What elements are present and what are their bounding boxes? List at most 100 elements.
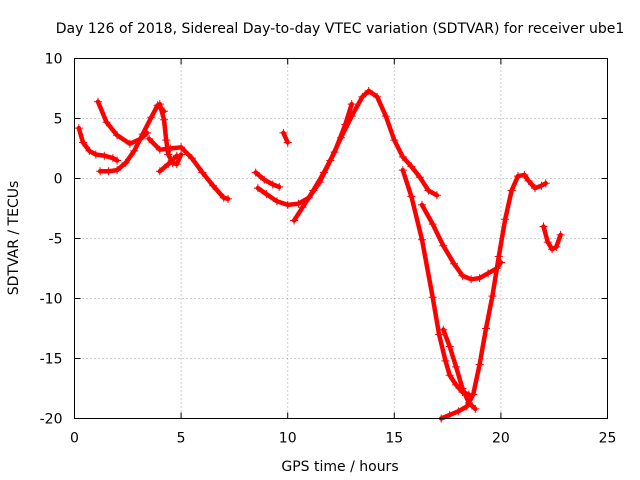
data-point [541,179,550,188]
data-point [113,166,122,175]
data-point [155,145,164,154]
data-point [450,259,458,268]
chart-title: Day 126 of 2018, Sidereal Day-to-day VTE… [56,21,625,37]
data-point [145,134,154,143]
data-point [309,186,318,195]
data-point [439,241,448,250]
series-3 [96,101,168,176]
data-point [507,186,516,195]
x-tick-labels: 0 5 10 15 20 25 [70,431,616,447]
data-point [469,390,478,399]
data-point [445,371,454,380]
data-point [91,150,100,159]
data-point [155,100,164,109]
data-point [484,269,493,278]
series-13 [437,170,550,423]
series-trace [441,327,478,412]
data-point [253,184,262,193]
series-14 [439,325,480,413]
data-point [290,216,299,225]
data-point [471,404,480,413]
data-point [543,238,552,247]
data-point [452,380,461,389]
data-point [113,131,122,140]
data-point [398,166,407,175]
x-tick-label: 20 [492,431,510,447]
data-point [539,222,548,231]
data-point [164,160,173,169]
data-point [85,146,94,155]
data-point [494,252,503,261]
data-point [458,384,467,393]
data-point [452,362,461,371]
data-point [319,168,328,177]
data-point [556,230,565,239]
data-point [381,112,390,121]
data-point [79,138,87,147]
data-point [524,176,533,185]
x-tick-label: 10 [279,431,297,447]
data-point [138,130,147,139]
series-trace [419,202,504,282]
data-point [464,398,473,407]
data-point [454,407,463,416]
series-trace [253,170,282,190]
data-point [283,138,292,147]
x-tick-label: 5 [177,431,186,447]
data-point [251,168,260,177]
data-point [108,154,117,163]
data-point [435,330,444,339]
data-point [358,92,367,101]
data-point [187,154,196,163]
series-7 [251,168,284,191]
data-point [514,172,522,181]
x-tick-label: 25 [599,431,617,447]
data-point [155,167,164,176]
data-point [458,271,467,280]
series-4 [145,134,232,203]
data-point [283,200,292,209]
data-point [475,274,484,283]
data-point [475,360,484,369]
data-point [398,152,407,161]
y-tick-label: 0 [54,172,63,188]
data-point [147,113,156,122]
series-trace [281,130,290,145]
data-point [445,342,454,351]
series-6 [155,151,181,176]
x-axis-title: GPS time / hours [281,459,398,475]
data-point [364,86,373,95]
data-point [531,184,539,193]
data-point [330,148,339,157]
data-point [113,156,122,165]
data-point [501,215,510,224]
y-tick-label: -5 [49,232,63,248]
data-point [162,136,171,145]
y-tick-label: 10 [45,52,63,68]
data-point [275,182,284,191]
data-series [74,86,565,423]
data-point [96,167,105,176]
data-point [347,100,356,109]
data-point [198,168,207,177]
axis-ticks [74,58,608,419]
data-point [298,203,307,212]
data-point [407,192,416,201]
data-point [418,200,426,209]
x-tick-label: 15 [385,431,403,447]
data-point [488,292,497,301]
data-point [441,356,450,365]
series-10 [290,100,356,225]
data-point [424,186,433,195]
data-point [390,136,399,145]
data-point [432,191,441,200]
data-point [164,150,173,159]
data-point [418,235,426,244]
data-point [415,173,424,182]
data-point [121,158,130,167]
data-point [219,193,228,202]
data-point [520,170,529,179]
data-point [102,118,111,127]
